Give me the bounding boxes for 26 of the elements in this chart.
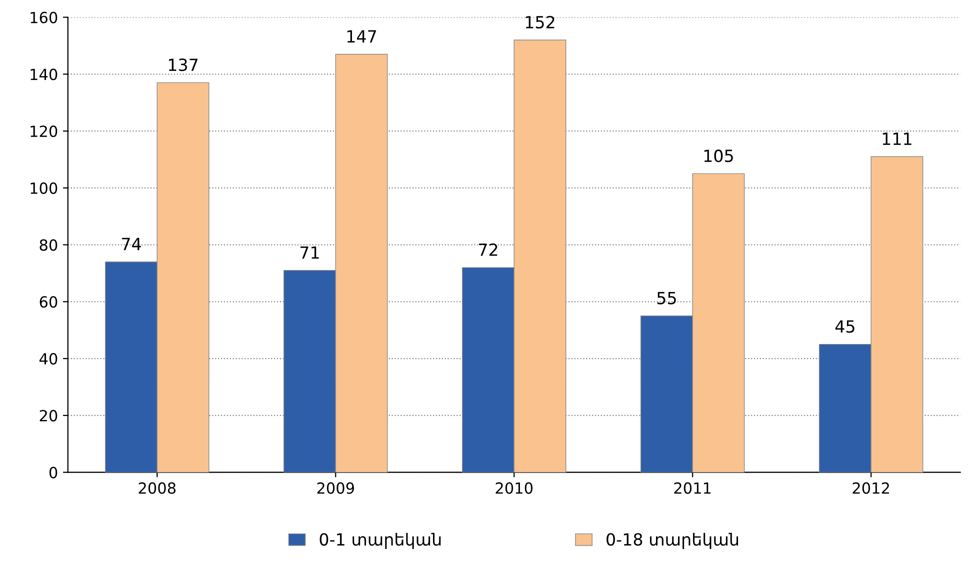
y-tick-label: 20 bbox=[40, 410, 58, 422]
data-label: 152 bbox=[526, 16, 554, 28]
y-tick-label: 160 bbox=[30, 12, 58, 24]
x-tick-label: 2012 bbox=[852, 482, 889, 494]
y-tick-label: 40 bbox=[39, 353, 58, 365]
y-tick-label: 100 bbox=[30, 182, 58, 194]
x-tick-label: 2011 bbox=[674, 482, 711, 494]
x-tick-label: 2009 bbox=[317, 482, 354, 494]
y-tick-label: 60 bbox=[40, 296, 58, 308]
data-label: 147 bbox=[347, 30, 376, 42]
data-label: 74 bbox=[122, 238, 141, 250]
data-label: 71 bbox=[300, 246, 319, 259]
data-label: 72 bbox=[478, 243, 498, 256]
x-tick-label: 2008 bbox=[138, 482, 176, 494]
data-label: 105 bbox=[704, 150, 733, 162]
y-tick-label: 80 bbox=[40, 239, 58, 251]
legend-label: 0-1 տարեկան bbox=[320, 532, 441, 549]
data-label: 55 bbox=[657, 292, 676, 304]
data-label: 137 bbox=[168, 58, 198, 72]
data-label: 45 bbox=[835, 320, 854, 333]
y-tick-label: 140 bbox=[30, 68, 58, 80]
legend-label: 0-18 տարեկան bbox=[606, 532, 738, 549]
data-label: 111 bbox=[882, 132, 912, 145]
x-tick-label: 2010 bbox=[496, 482, 533, 494]
y-tick-label: 0 bbox=[49, 466, 58, 478]
y-tick-label: 120 bbox=[30, 126, 58, 138]
